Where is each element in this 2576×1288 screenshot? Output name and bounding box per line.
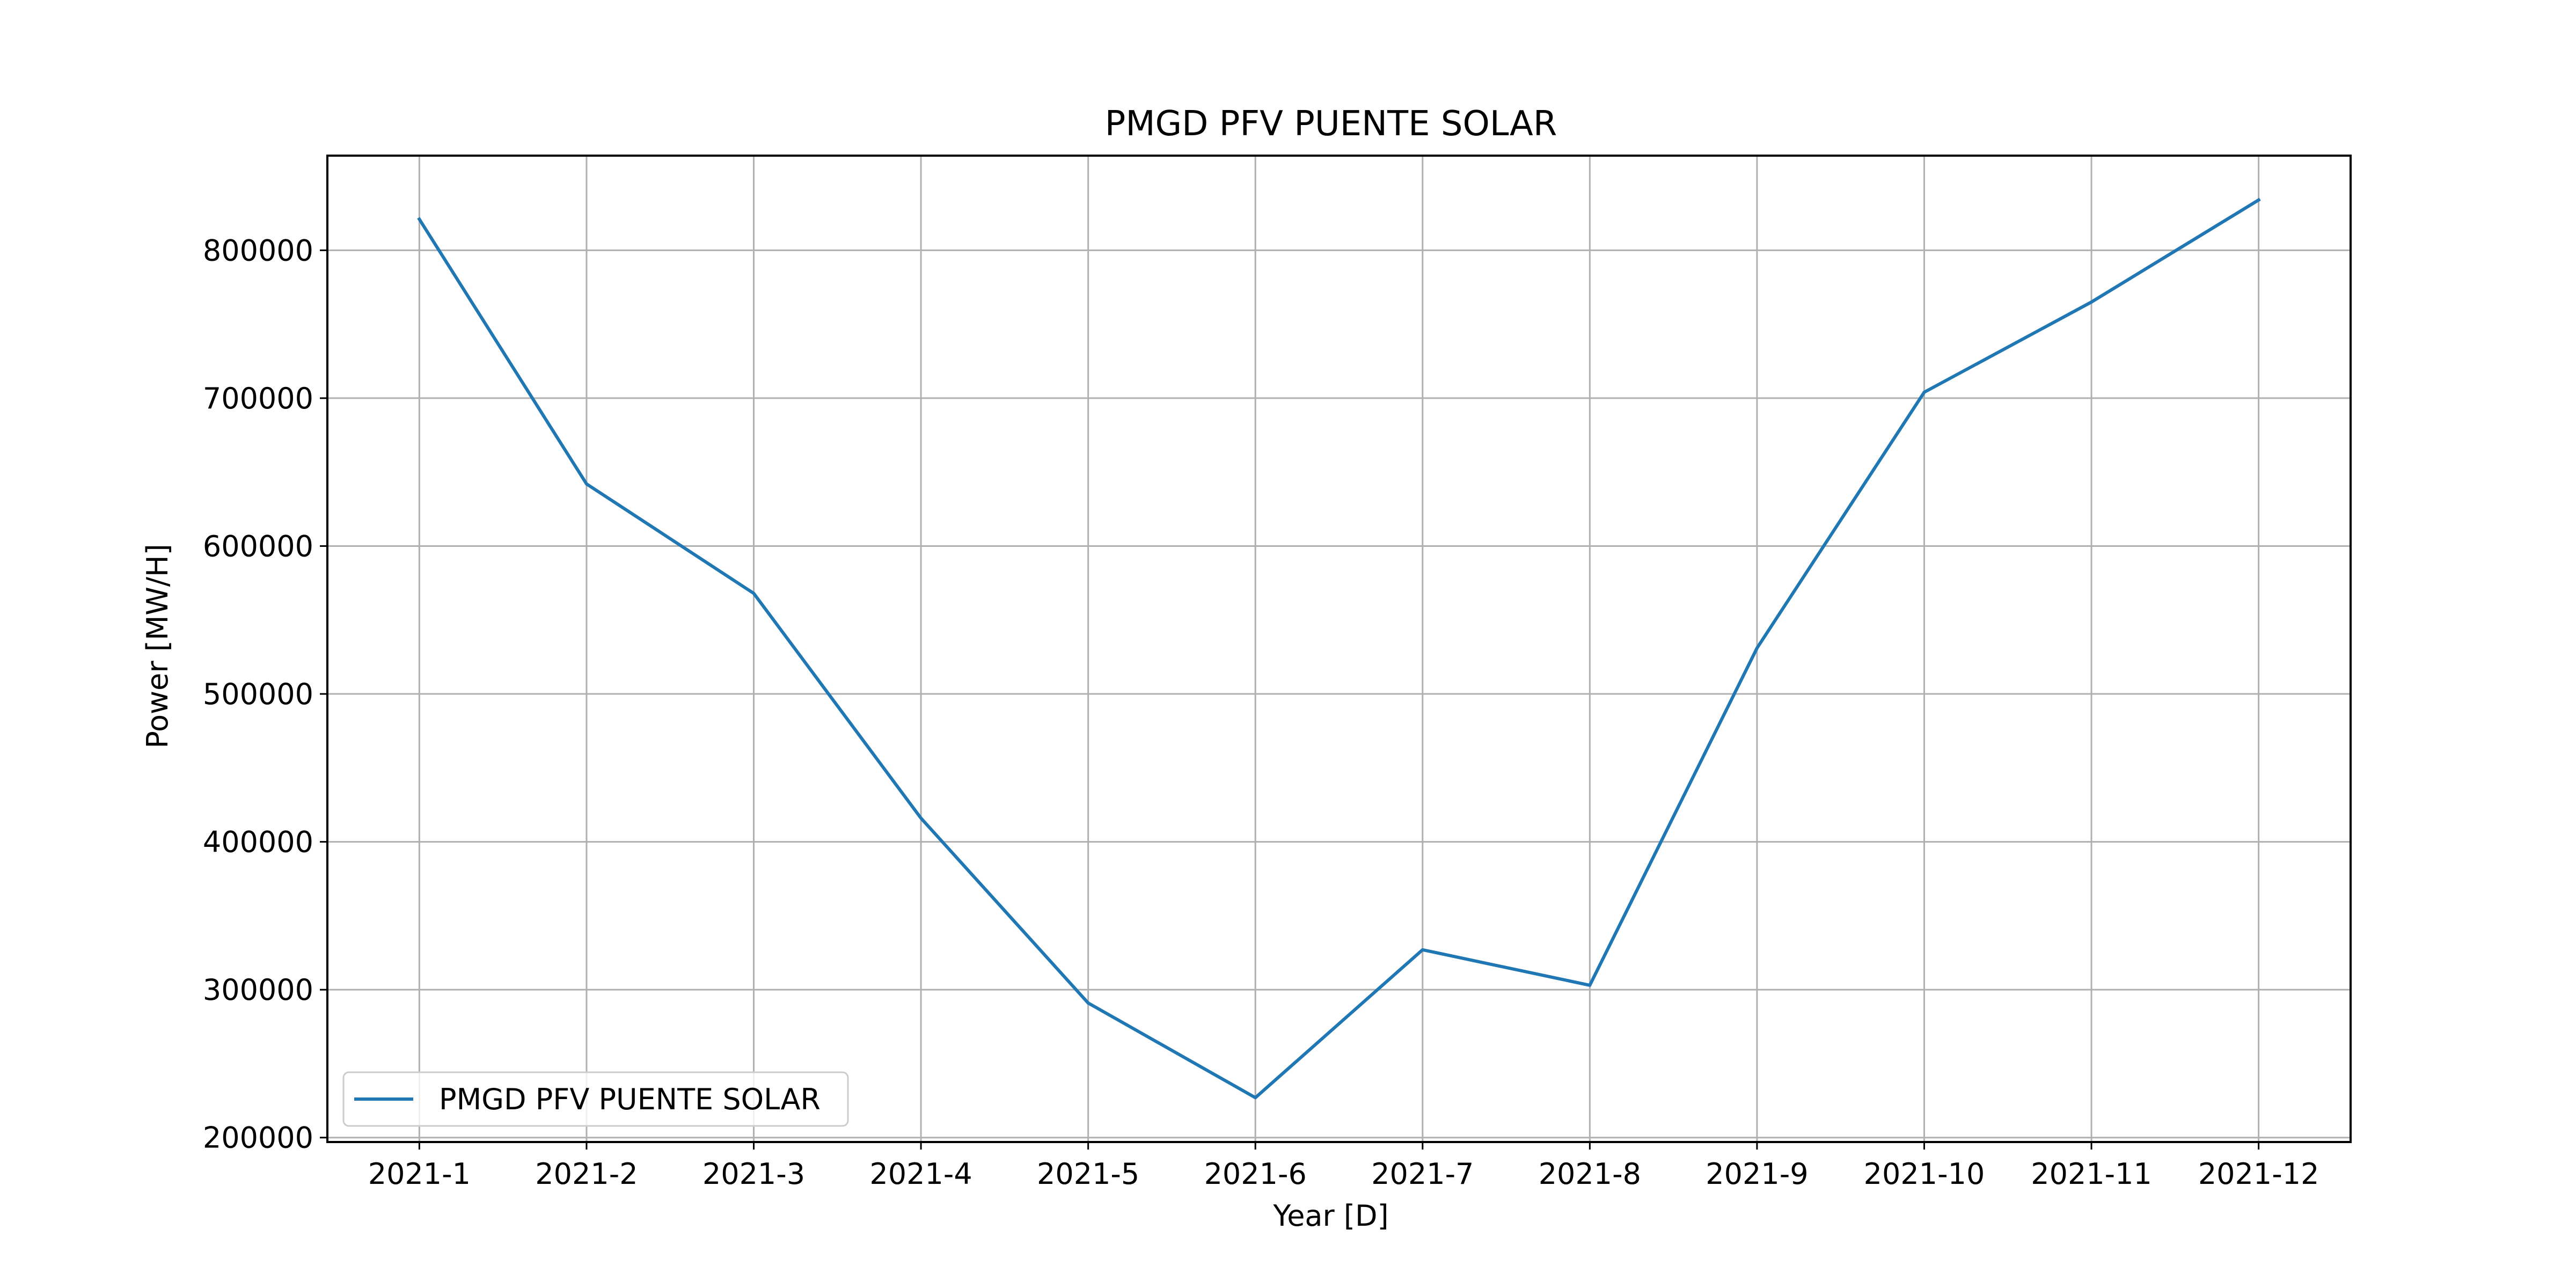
series-layer <box>417 197 2261 1100</box>
legend: PMGD PFV PUENTE SOLAR <box>342 1071 849 1127</box>
grid <box>327 156 2351 1142</box>
x-tick-label: 2021-12 <box>2198 1157 2319 1191</box>
x-tick-label: 2021-10 <box>1864 1157 1985 1191</box>
x-tick-label: 2021-9 <box>1706 1157 1808 1191</box>
x-tick-label: 2021-7 <box>1371 1157 1474 1191</box>
y-tick-label: 800000 <box>203 233 313 267</box>
x-tick-label: 2021-8 <box>1539 1157 1641 1191</box>
y-tick-label: 600000 <box>203 529 313 563</box>
x-tick-label: 2021-3 <box>702 1157 805 1191</box>
chart-title: PMGD PFV PUENTE SOLAR <box>1105 104 1557 144</box>
legend-box <box>342 1071 849 1127</box>
x-tick-label: 2021-6 <box>1204 1157 1307 1191</box>
x-tick-label: 2021-11 <box>2031 1157 2152 1191</box>
plot-frame <box>326 155 2352 1143</box>
y-tick-label: 400000 <box>203 825 313 859</box>
axes: 2021-1 2021-2 2021-3 2021-4 2021-5 2021-6 2021… <box>203 233 2319 1191</box>
x-tick-label: 2021-5 <box>1037 1157 1139 1191</box>
y-tick-label: 500000 <box>203 677 313 711</box>
y-axis-title: Power [MW/H] <box>141 544 174 748</box>
y-tick-label: 700000 <box>203 382 313 415</box>
x-tick-label: 2021-2 <box>535 1157 638 1191</box>
x-tick-label: 2021-1 <box>368 1157 471 1191</box>
series-line <box>417 197 2261 1100</box>
x-tick-label: 2021-4 <box>869 1157 972 1191</box>
y-tick-label: 300000 <box>203 973 313 1007</box>
y-tick-label: 200000 <box>203 1121 313 1155</box>
legend-label: PMGD PFV PUENTE SOLAR <box>439 1082 821 1116</box>
x-axis-title: Year [D] <box>1272 1199 1388 1233</box>
